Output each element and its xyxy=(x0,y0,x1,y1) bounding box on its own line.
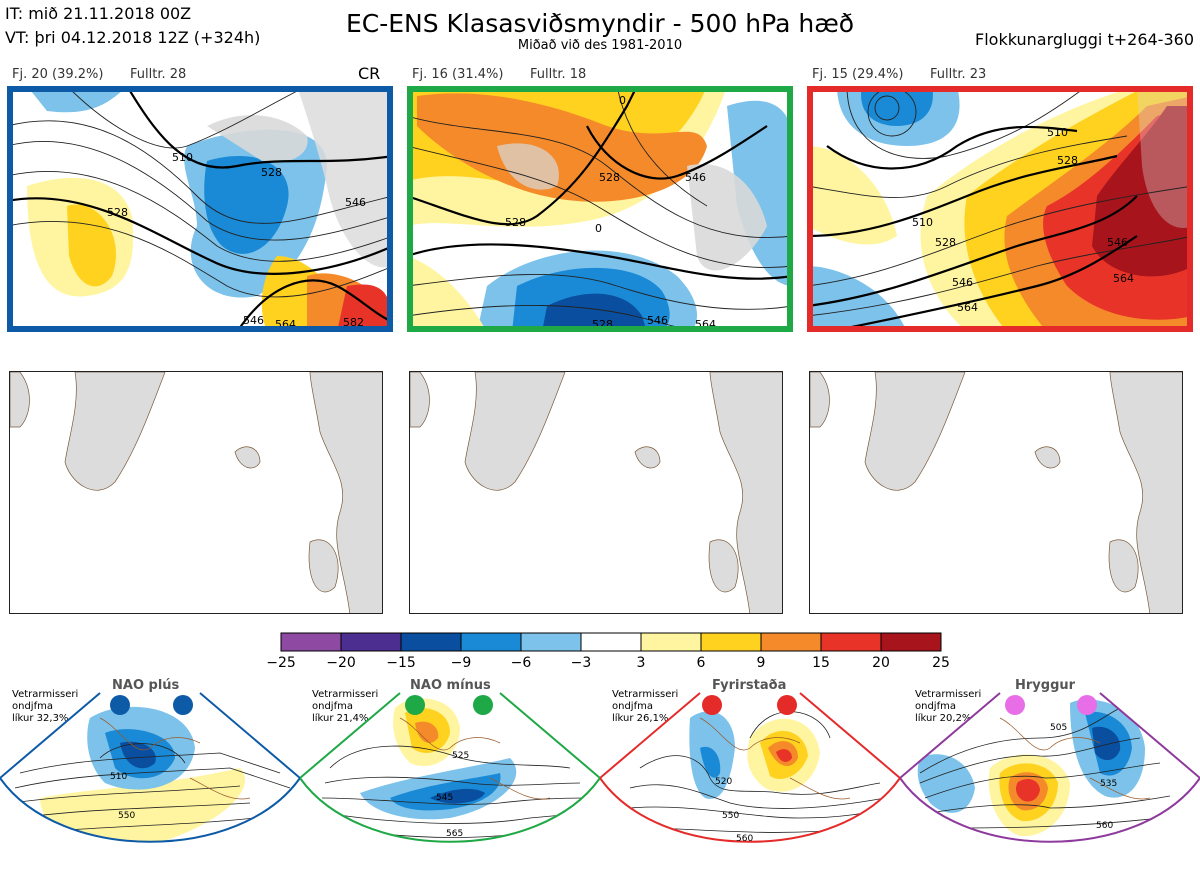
colorbar-tick-label: −25 xyxy=(266,655,296,671)
svg-text:528: 528 xyxy=(1057,154,1078,167)
empty-map-3 xyxy=(809,371,1183,614)
colorbar-swatch xyxy=(340,632,402,652)
colorbar-tick-label: −6 xyxy=(510,655,532,671)
cluster-1-tag: CR xyxy=(358,64,381,83)
cluster-2-rep: Fulltr. 18 xyxy=(530,67,587,82)
svg-text:565: 565 xyxy=(446,829,463,839)
svg-text:546: 546 xyxy=(1107,236,1128,249)
svg-text:510: 510 xyxy=(172,151,193,164)
colorbar-swatch xyxy=(580,632,642,652)
colorbar-swatch xyxy=(640,632,702,652)
svg-text:564: 564 xyxy=(957,301,978,314)
page-subtitle: Miðað við des 1981-2010 xyxy=(517,38,683,53)
regime-dot xyxy=(110,695,130,715)
svg-text:546: 546 xyxy=(952,276,973,289)
svg-text:535: 535 xyxy=(1100,779,1117,789)
svg-text:510: 510 xyxy=(1047,126,1068,139)
svg-text:528: 528 xyxy=(935,236,956,249)
regime-dot xyxy=(473,695,493,715)
svg-text:546: 546 xyxy=(685,171,706,184)
svg-text:505: 505 xyxy=(1050,723,1067,733)
colorbar-tick-label: 15 xyxy=(812,655,830,671)
regime-2-stats: Vetrarmisseri ondjfma líkur 21,4% xyxy=(312,689,379,724)
cluster-2-label: Fj. 16 (31.4%) xyxy=(412,67,504,82)
cluster-1-rep: Fulltr. 28 xyxy=(130,67,187,82)
classification-window: Flokkunargluggi t+264-360 xyxy=(975,30,1194,49)
regime-1-stats: Vetrarmisseri ondjfma líkur 32,3% xyxy=(12,689,79,724)
initial-time: IT: mið 21.11.2018 00Z xyxy=(5,4,192,23)
colorbar-tick-label: −3 xyxy=(570,655,592,671)
colorbar-swatch xyxy=(400,632,462,652)
svg-text:510: 510 xyxy=(110,772,127,782)
cluster-1-map: 510 528 528 546 546 564 582 xyxy=(7,86,393,332)
svg-text:564: 564 xyxy=(1113,272,1134,285)
regime-3-map: 520 550 560 xyxy=(600,692,900,844)
regime-1-map: 510 550 xyxy=(0,692,300,843)
svg-text:564: 564 xyxy=(695,318,716,331)
svg-text:0: 0 xyxy=(619,94,626,107)
cluster-3-rep: Fulltr. 23 xyxy=(930,67,987,82)
colorbar-swatch xyxy=(520,632,582,652)
svg-text:520: 520 xyxy=(715,777,732,787)
regime-dot xyxy=(702,695,722,715)
svg-text:545: 545 xyxy=(436,793,453,803)
regime-dot xyxy=(1005,695,1025,715)
colorbar-tick-label: 6 xyxy=(696,655,706,671)
regime-dot xyxy=(405,695,425,715)
colorbar-tick-label: 25 xyxy=(932,655,950,671)
regime-4-map: 505 535 560 xyxy=(900,692,1200,843)
regime-2-name: NAO mínus xyxy=(410,678,491,693)
svg-text:528: 528 xyxy=(261,166,282,179)
regime-dot xyxy=(777,695,797,715)
svg-text:0: 0 xyxy=(595,222,602,235)
colorbar-swatch xyxy=(460,632,522,652)
regime-dot xyxy=(173,695,193,715)
svg-text:546: 546 xyxy=(345,196,366,209)
svg-text:550: 550 xyxy=(118,811,135,821)
colorbar xyxy=(280,632,942,652)
colorbar-swatch xyxy=(880,632,942,652)
page-title: EC-ENS Klasasviðsmyndir - 500 hPa hæð xyxy=(345,9,855,38)
svg-text:510: 510 xyxy=(912,216,933,229)
svg-text:560: 560 xyxy=(1096,821,1113,831)
svg-text:546: 546 xyxy=(243,314,264,327)
colorbar-tick-label: −15 xyxy=(386,655,416,671)
regime-3-stats: Vetrarmisseri ondjfma líkur 26,1% xyxy=(612,689,679,724)
cluster-3-map: 510 528 510 528 546 564 546 564 xyxy=(807,86,1193,332)
colorbar-tick-label: 9 xyxy=(756,655,766,671)
colorbar-swatch xyxy=(760,632,822,652)
regime-3-name: Fyrirstaða xyxy=(712,678,787,693)
cluster-1-label: Fj. 20 (39.2%) xyxy=(12,67,104,82)
colorbar-swatch xyxy=(820,632,882,652)
svg-text:560: 560 xyxy=(736,834,753,844)
svg-text:582: 582 xyxy=(343,316,364,329)
regime-4-stats: Vetrarmisseri ondjfma líkur 20,2% xyxy=(915,689,982,724)
empty-map-2 xyxy=(409,371,783,614)
colorbar-tick-label: 20 xyxy=(872,655,890,671)
svg-text:550: 550 xyxy=(722,811,739,821)
colorbar-tick-label: −9 xyxy=(450,655,472,671)
colorbar-swatch xyxy=(700,632,762,652)
valid-time: VT: þri 04.12.2018 12Z (+324h) xyxy=(5,28,261,47)
colorbar-tick-label: 3 xyxy=(636,655,646,671)
svg-text:528: 528 xyxy=(107,206,128,219)
svg-text:528: 528 xyxy=(592,318,613,331)
cluster-3-label: Fj. 15 (29.4%) xyxy=(812,67,904,82)
regime-1-name: NAO plús xyxy=(112,678,180,693)
cluster-2-map: 0 528 528 546 0 528 546 564 xyxy=(407,86,793,332)
regime-4-name: Hryggur xyxy=(1015,678,1076,693)
svg-text:546: 546 xyxy=(647,314,668,327)
colorbar-swatch xyxy=(280,632,342,652)
colorbar-tick-label: −20 xyxy=(326,655,356,671)
svg-text:564: 564 xyxy=(275,318,296,331)
svg-text:528: 528 xyxy=(505,216,526,229)
regime-dot xyxy=(1077,695,1097,715)
empty-map-1 xyxy=(9,371,383,614)
regime-2-map: 525 545 565 xyxy=(300,692,600,843)
svg-text:525: 525 xyxy=(452,751,469,761)
svg-text:528: 528 xyxy=(599,171,620,184)
